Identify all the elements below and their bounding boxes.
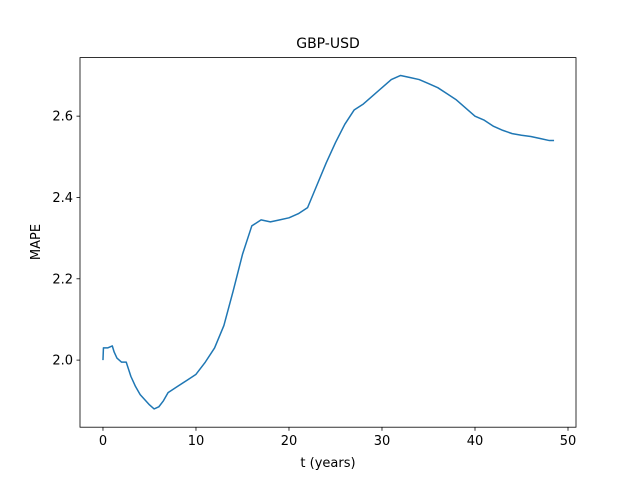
y-tick-label: 2.2 [52,272,73,287]
line-series [102,74,555,410]
axes-frame [79,57,577,428]
x-tick-label: 10 [188,434,205,449]
y-tick-label: 2.6 [52,110,73,125]
chart-title: GBP-USD [296,36,360,52]
x-tick-label: 40 [467,434,484,449]
y-axis-label: MAPE [29,224,44,260]
x-tick-label: 50 [560,434,577,449]
x-axis-label: t (years) [300,456,355,471]
x-tick-label: 0 [99,434,107,449]
y-tick-label: 2.4 [52,191,73,206]
x-tick-label: 30 [374,434,391,449]
y-tick-label: 2.0 [52,354,73,369]
x-tick-label: 20 [281,434,298,449]
